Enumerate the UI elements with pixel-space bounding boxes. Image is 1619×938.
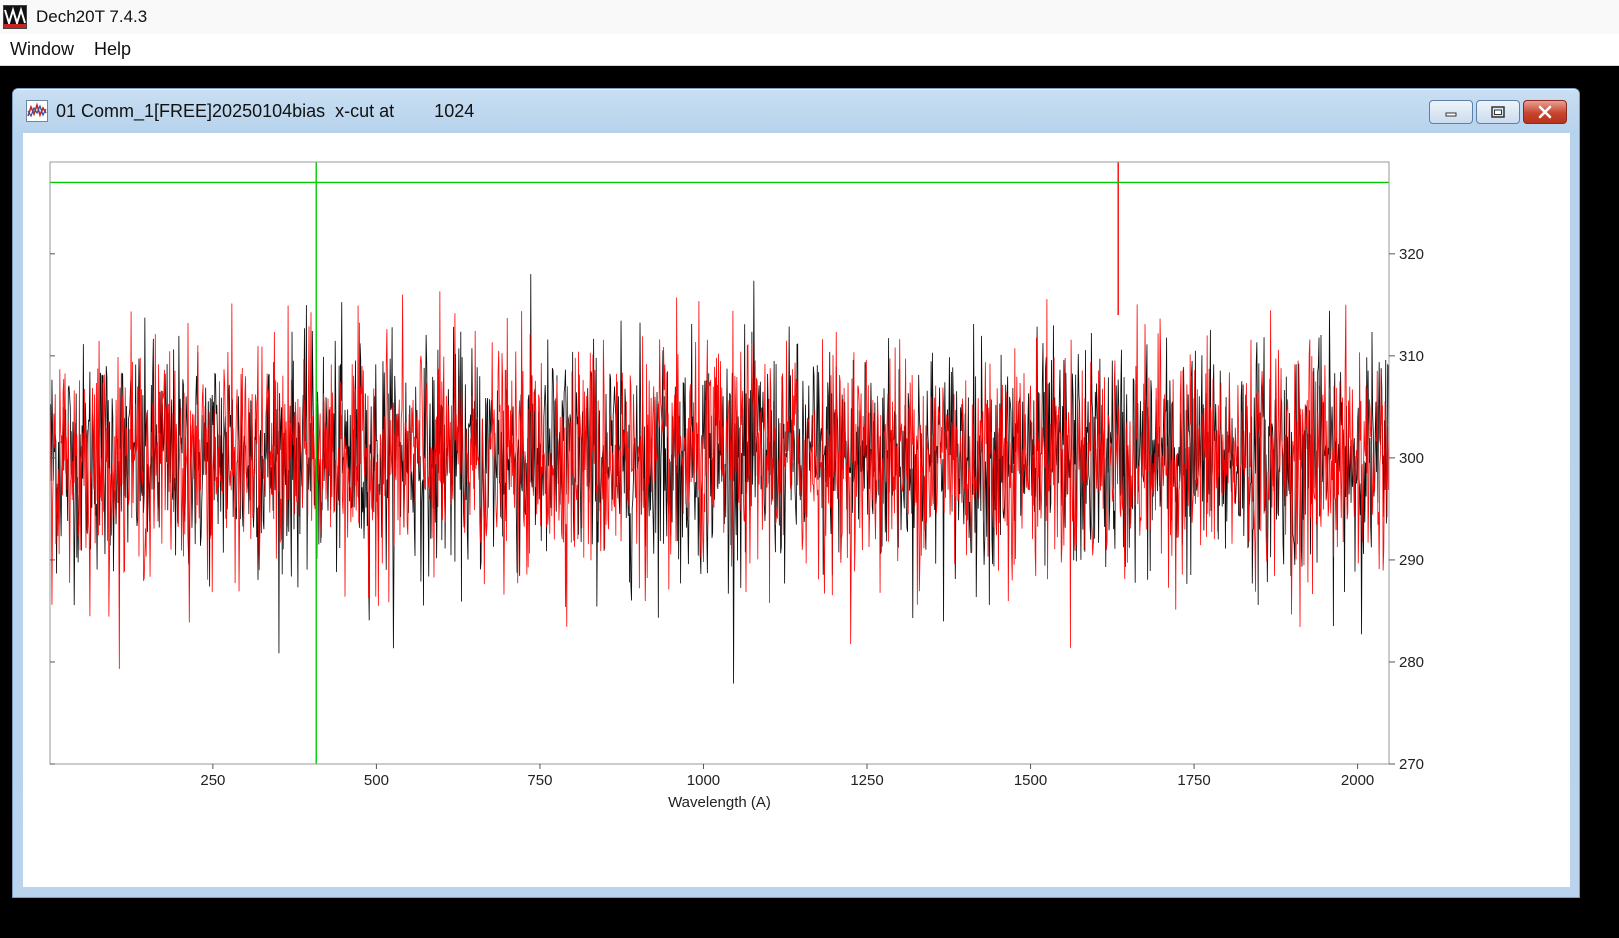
series-traces xyxy=(49,162,1390,764)
app-titlebar: Dech20T 7.4.3 xyxy=(0,0,1619,34)
x-tick-label: 1750 xyxy=(1177,772,1210,789)
menu-bar: Window Help xyxy=(0,34,1619,66)
close-button[interactable] xyxy=(1523,100,1567,124)
spectrum-chart[interactable]: 250 500 750 1000 1250 1500 1750 2000 270 280 290 30… xyxy=(23,133,1570,887)
x-tick-label: 750 xyxy=(527,772,552,789)
x-axis-label: Wavelength (A) xyxy=(668,794,771,811)
app-logo-icon xyxy=(3,5,27,29)
y-tick-label: 300 xyxy=(1399,450,1424,467)
x-tick-label: 1250 xyxy=(850,772,883,789)
plot-icon[interactable] xyxy=(26,100,48,122)
y-tick-label: 290 xyxy=(1399,552,1424,569)
menu-help[interactable]: Help xyxy=(94,39,132,59)
app-title: Dech20T 7.4.3 xyxy=(36,7,148,26)
chart-overlay xyxy=(50,162,1389,764)
x-tick-label: 1500 xyxy=(1014,772,1047,789)
y-tick-label: 280 xyxy=(1399,654,1424,671)
x-tick-label: 500 xyxy=(364,772,389,789)
x-tick-label: 2000 xyxy=(1341,772,1374,789)
window-controls xyxy=(1429,100,1567,124)
plot-window-titlebar[interactable]: 01 Comm_1[FREE]20250104bias x-cut at 102… xyxy=(13,89,1579,133)
plot-window-title: 01 Comm_1[FREE]20250104bias x-cut at 102… xyxy=(56,100,475,121)
x-tick-label: 1000 xyxy=(687,772,720,789)
plot-client-area[interactable]: 250 500 750 1000 1250 1500 1750 2000 270 280 290 30… xyxy=(23,133,1570,887)
minimize-icon xyxy=(1445,112,1457,117)
restore-icon xyxy=(1491,106,1505,118)
plot-frame xyxy=(49,161,1390,765)
series-red-trace xyxy=(49,291,1390,669)
plot-window: 01 Comm_1[FREE]20250104bias x-cut at 102… xyxy=(12,88,1580,898)
y-tick-label: 270 xyxy=(1399,756,1424,773)
menu-window[interactable]: Window xyxy=(10,39,75,59)
y-tick-label: 310 xyxy=(1399,348,1424,365)
close-icon xyxy=(1538,105,1552,119)
restore-button[interactable] xyxy=(1476,100,1520,124)
y-tick-label: 320 xyxy=(1399,246,1424,263)
minimize-button[interactable] xyxy=(1429,100,1473,124)
x-tick-label: 250 xyxy=(200,772,225,789)
chart-axes: 250 500 750 1000 1250 1500 1750 2000 270 280 290 30… xyxy=(49,161,1424,811)
